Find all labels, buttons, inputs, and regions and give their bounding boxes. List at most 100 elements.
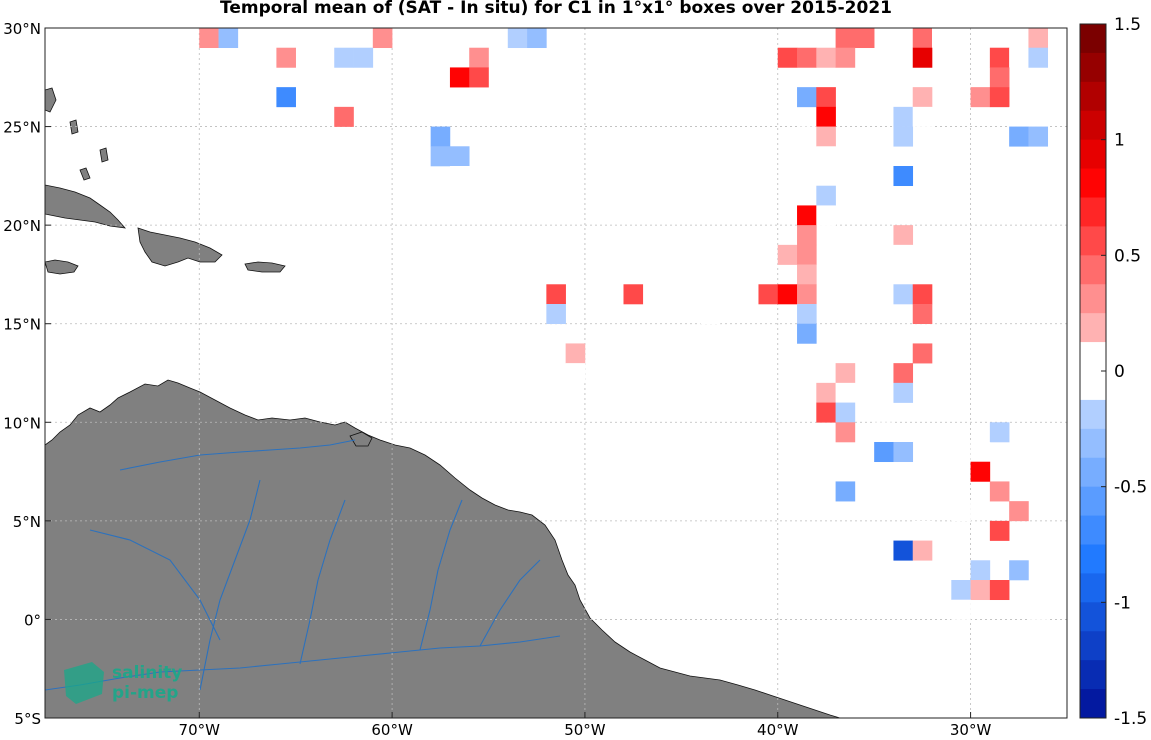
bias-cell: [797, 244, 817, 265]
bias-cell: [816, 185, 836, 206]
bias-cell: [989, 520, 1010, 541]
bias-cell: [565, 363, 586, 384]
bias-cell: [1009, 126, 1029, 147]
bias-cell: [797, 126, 817, 147]
bias-cell: [507, 28, 528, 49]
bias-cell: [893, 363, 914, 384]
bias-cell: [546, 284, 566, 305]
bias-cell: [970, 442, 991, 463]
bias-cell: [797, 87, 817, 108]
y-tick-label: 0°: [24, 611, 41, 629]
colorbar-segment: [1080, 313, 1106, 343]
colorbar-segment: [1080, 168, 1106, 198]
colorbar: 1.5 1 0.5 0 -0.5 -1 -1.5: [1079, 15, 1147, 729]
bias-cell: [951, 501, 971, 522]
bias-cell: [1028, 658, 1049, 679]
bias-cell: [989, 67, 1010, 88]
bias-cell: [527, 28, 547, 49]
bias-cell: [1028, 126, 1049, 147]
colorbar-segment: [1080, 371, 1106, 401]
bias-cell: [797, 47, 817, 68]
colorbar-segment: [1080, 399, 1106, 430]
bias-cell: [912, 520, 933, 541]
bias-cell: [912, 540, 933, 561]
bias-cell: [218, 28, 239, 49]
bias-cell: [874, 442, 894, 463]
bias-cell: [835, 47, 856, 68]
bias-cell: [951, 599, 971, 620]
bias-cell: [449, 166, 470, 187]
bias-cell: [816, 205, 836, 226]
bias-cell: [623, 284, 644, 305]
bias-cell: [758, 284, 779, 305]
bias-cell: [449, 146, 470, 167]
colorbar-segment: [1080, 486, 1106, 516]
cuba-island: [45, 184, 127, 229]
bias-cell: [912, 106, 933, 127]
colorbar-segment: [1080, 197, 1106, 227]
bias-cell: [276, 87, 296, 108]
colorbar-tick-label: -1: [1114, 593, 1131, 613]
x-tick-label: 40°W: [757, 721, 799, 739]
tributary-2: [299, 499, 346, 665]
colorbar-segment: [1080, 81, 1106, 112]
bias-cell: [912, 284, 933, 305]
bias-cell: [835, 28, 856, 49]
colorbar-segment: [1080, 139, 1106, 169]
bias-cell: [797, 304, 817, 325]
bias-cell: [430, 146, 451, 167]
bias-cell: [893, 382, 914, 403]
colorbar-segment: [1080, 689, 1106, 719]
tributary-4: [89, 529, 221, 641]
bias-cell: [700, 304, 721, 325]
bias-cell: [1028, 106, 1049, 127]
bias-cell: [430, 126, 451, 147]
y-tick-label: 5°N: [13, 513, 41, 531]
y-tick-label: 10°N: [3, 414, 41, 432]
colorbar-tick-label: 0.5: [1114, 246, 1141, 266]
chart-title: Temporal mean of (SAT - In situ) for C1 …: [220, 0, 892, 18]
bias-cell: [719, 382, 740, 403]
colorbar-tick-label: 1: [1114, 131, 1125, 151]
trinidad-island: [349, 431, 373, 447]
logo-line2: pi-mep: [112, 683, 178, 703]
colorbar-tick-label: 0: [1114, 362, 1125, 382]
plot-frame: [44, 27, 1068, 719]
bias-cell: [1009, 47, 1029, 68]
bias-cell: [816, 47, 836, 68]
bias-cell: [1009, 106, 1029, 127]
bias-cell: [835, 422, 856, 443]
bias-cell: [912, 47, 933, 68]
bias-cell: [1028, 639, 1049, 660]
x-tick-label: 70°W: [179, 721, 221, 739]
tributary-5: [479, 559, 541, 647]
colorbar-segment: [1080, 110, 1106, 141]
bias-cell: [912, 28, 933, 49]
logo-line1: salinity: [112, 663, 182, 683]
colorbar-segment: [1080, 544, 1106, 574]
bias-cell: [797, 205, 817, 226]
bias-cell: [989, 580, 1010, 601]
bias-cell: [912, 343, 933, 364]
bias-cell: [989, 481, 1010, 502]
bias-cell: [893, 225, 914, 246]
bias-cell: [893, 126, 914, 147]
bias-cell: [816, 87, 836, 108]
colorbar-segment: [1080, 255, 1106, 285]
colorbar-segment: [1080, 226, 1106, 256]
bias-cell: [797, 264, 817, 285]
colorbar-segment: [1080, 52, 1106, 83]
bias-cell: [1028, 47, 1049, 68]
river-network: [45, 439, 561, 691]
bias-cells: [199, 28, 1049, 679]
bias-cell: [353, 28, 374, 49]
bias-cell: [970, 461, 991, 482]
bias-cell: [469, 67, 489, 88]
y-tick-label: 5°S: [14, 710, 41, 728]
x-tick-label: 50°W: [564, 721, 606, 739]
colorbar-tick-label: -1.5: [1114, 709, 1147, 729]
bias-cell: [932, 28, 952, 49]
bias-cell: [797, 363, 817, 384]
colorbar-segment: [1080, 457, 1106, 488]
